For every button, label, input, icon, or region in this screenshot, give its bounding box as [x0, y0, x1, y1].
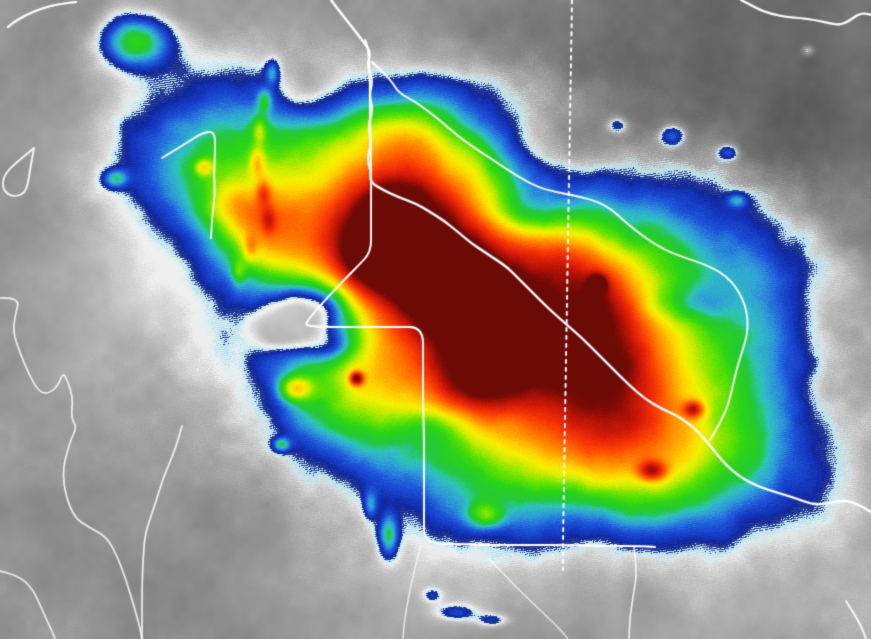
satellite-map-view: [0, 0, 871, 639]
ir-satellite-canvas: [0, 0, 871, 639]
